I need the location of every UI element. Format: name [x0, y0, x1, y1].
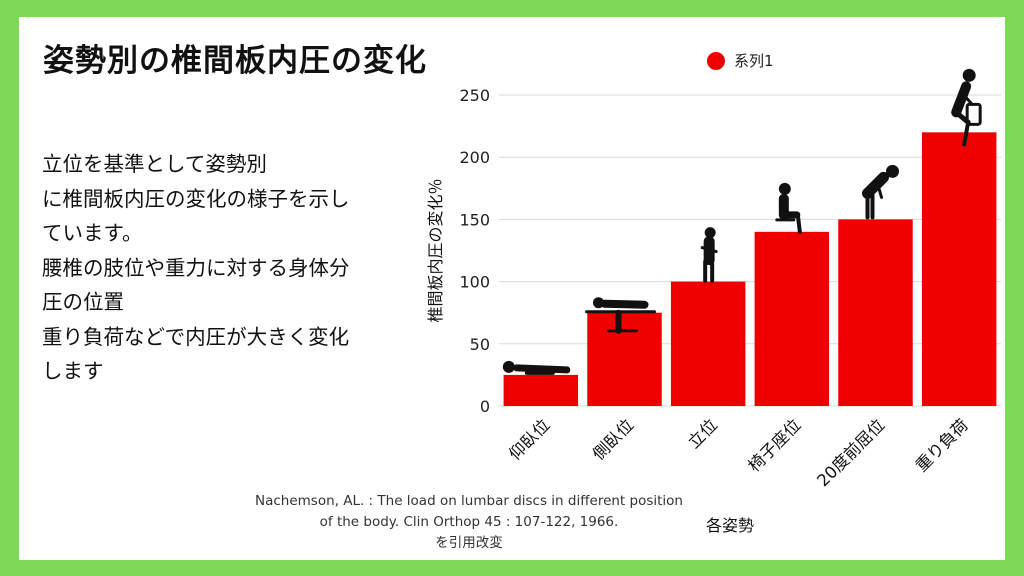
legend-label: 系列1: [734, 52, 774, 70]
y-tick-label: 150: [459, 210, 490, 229]
bar: [587, 312, 662, 406]
bar-chart: 0 50 100 150 200 250 椎間板内圧の変化％ 各姿勢 仰臥位 側臥位 立位 椅子座位 2…: [426, 68, 1001, 535]
category-label: 立位: [684, 415, 721, 452]
legend-swatch: [707, 51, 725, 70]
category-label: 20度前屈位: [813, 415, 888, 490]
slide: 姿勢別の椎間板内圧の変化 立位を基準として姿勢別 に椎間板内圧の変化の様子を示し…: [19, 17, 1005, 560]
category-label: 仰臥位: [505, 415, 553, 463]
bar: [921, 132, 997, 406]
bending-forward-icon: [862, 164, 899, 220]
citation-line: of the body. Clin Orthop 45 : 107-122, 1…: [319, 514, 619, 530]
category-label: 椅子座位: [745, 415, 805, 475]
y-tick-label: 200: [459, 148, 490, 167]
y-tick-label: 250: [459, 86, 490, 105]
bar: [754, 231, 830, 406]
description-line: に椎間板内圧の変化の様子を示し: [42, 186, 350, 211]
chart-legend: 系列1: [707, 50, 774, 71]
bar: [503, 374, 579, 406]
citation: Nachemson, AL. : The load on lumbar disc…: [199, 491, 739, 554]
category-label: 重り負荷: [912, 415, 972, 475]
y-axis-title: 椎間板内圧の変化％: [426, 178, 445, 322]
slide-title: 姿勢別の椎間板内圧の変化: [43, 43, 427, 79]
sitting-icon: [775, 182, 802, 234]
category-label: 側臥位: [589, 415, 637, 463]
description-line: ています。: [42, 221, 143, 245]
x-axis-title: 各姿勢: [706, 516, 754, 535]
description: 立位を基準として姿勢別 に椎間板内圧の変化の様子を示し ています。 腰椎の肢位や…: [42, 147, 414, 389]
description-line: 圧の位置: [42, 290, 124, 314]
y-tick-label: 50: [470, 335, 490, 354]
description-line: 重り負荷などで内圧が大きく変化: [42, 324, 350, 349]
lying-supine-icon: [502, 360, 571, 375]
citation-line: Nachemson, AL. : The load on lumbar disc…: [254, 493, 683, 509]
description-line: 立位を基準として姿勢別: [42, 152, 267, 176]
citation-line: を引用改変: [435, 535, 503, 551]
y-tick-label: 100: [459, 273, 490, 292]
bar: [670, 281, 746, 406]
standing-icon: [700, 227, 718, 283]
bar: [838, 219, 913, 406]
lying-side-icon: [585, 297, 656, 334]
description-line: 腰椎の肢位や重力に対する身体分: [42, 255, 350, 280]
description-line: します: [42, 359, 104, 383]
lifting-weight-icon: [951, 68, 982, 147]
y-tick-label: 0: [480, 397, 490, 416]
